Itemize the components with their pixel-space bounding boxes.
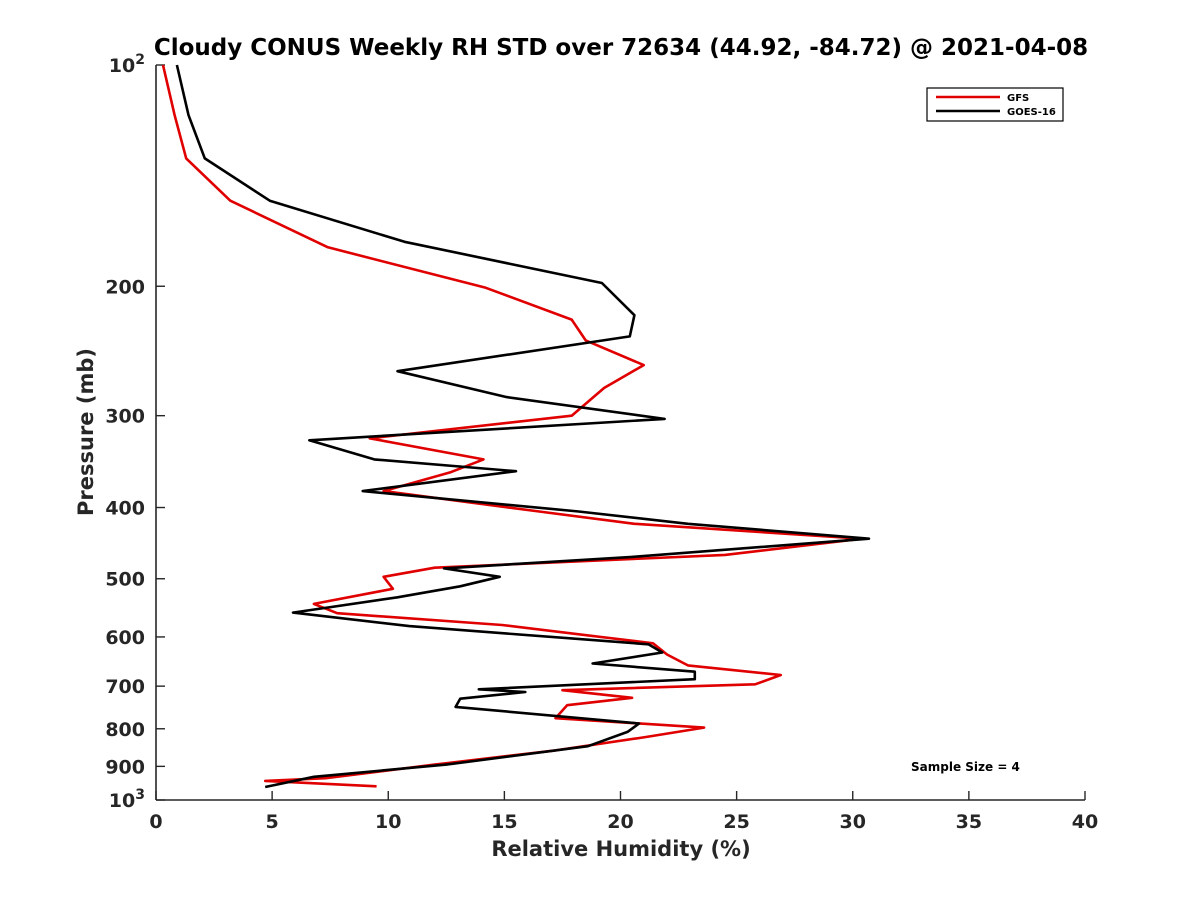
- y-axis-label: Pressure (mb): [74, 348, 98, 516]
- x-tick-label: 10: [375, 811, 401, 833]
- chart-title: Cloudy CONUS Weekly RH STD over 72634 (4…: [154, 35, 1088, 61]
- legend-label-gfs: GFS: [1007, 93, 1029, 104]
- y-tick-label: 700: [105, 676, 145, 698]
- x-tick-label: 15: [491, 811, 517, 833]
- x-tick-label: 20: [607, 811, 633, 833]
- y-tick-group: 102 200 300 400 500 600 700 800 900 103: [105, 52, 165, 812]
- series-line-goes16: [175, 64, 871, 789]
- y-tick-label: 900: [105, 756, 145, 778]
- y-tick-label: 800: [105, 719, 145, 741]
- legend: GFS GOES-16: [926, 87, 1064, 122]
- y-tick-label: 600: [105, 627, 145, 649]
- series-line-gfs: [161, 64, 864, 788]
- x-tick-label: 25: [723, 811, 749, 833]
- legend-label-goes16: GOES-16: [1007, 107, 1056, 118]
- y-tick-label: 500: [105, 569, 145, 591]
- legend-box: [926, 87, 1064, 122]
- x-tick-label: 0: [149, 811, 162, 833]
- sample-size-annotation: Sample Size = 4: [911, 760, 1020, 774]
- x-tick-label: 40: [1072, 811, 1098, 833]
- y-tick-label: 103: [109, 787, 145, 812]
- y-tick-label: 300: [105, 406, 145, 428]
- x-tick-label: 5: [266, 811, 279, 833]
- series-group: [161, 64, 871, 789]
- x-tick-group: 0 5 10 15 20 25 30 35 40: [149, 791, 1098, 833]
- plot-area: [155, 65, 1085, 801]
- x-tick-label: 30: [840, 811, 866, 833]
- y-tick-label: 400: [105, 498, 145, 520]
- x-tick-label: 35: [956, 811, 982, 833]
- y-tick-label: 102: [109, 52, 145, 77]
- y-tick-label: 200: [105, 276, 145, 298]
- x-axis-label: Relative Humidity (%): [491, 837, 750, 861]
